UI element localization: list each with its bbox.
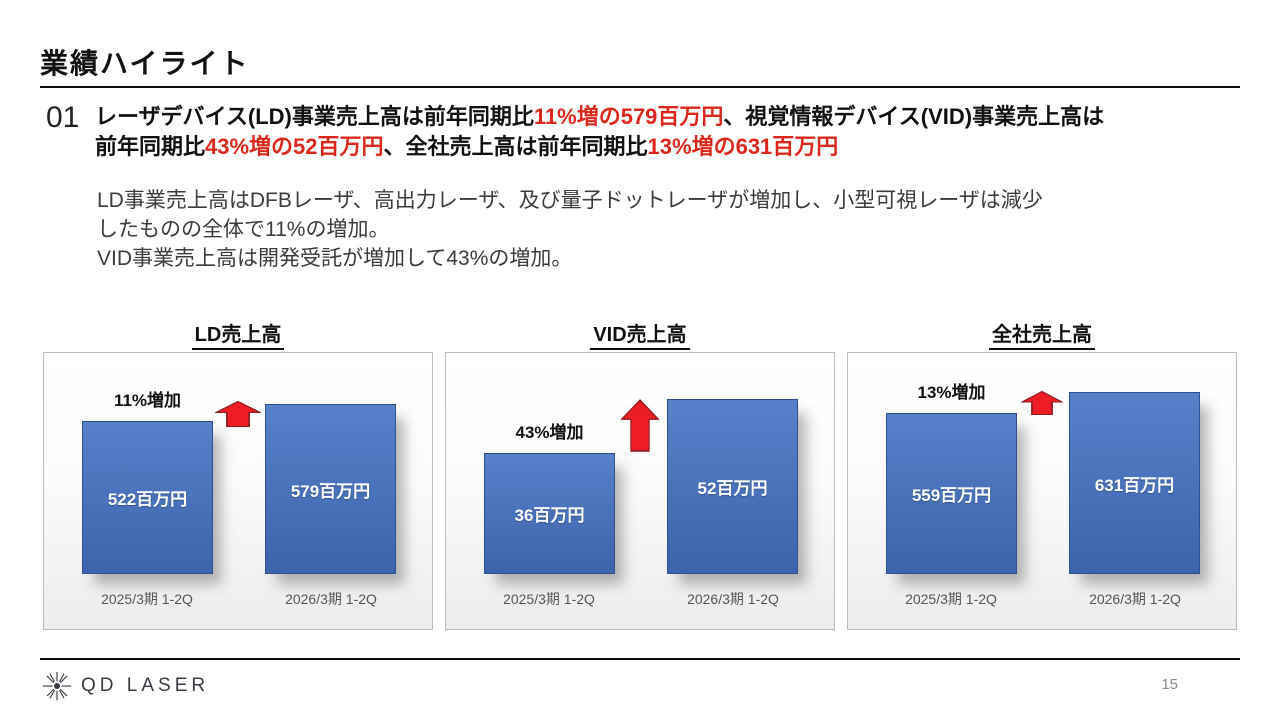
body-line: したものの全体で11%の増加。	[97, 218, 390, 241]
logo-text: QD LASER	[81, 675, 210, 696]
page-number: 15	[1161, 676, 1178, 693]
body-line: VID事業売上高は開発受託が増加して43%の増加。	[97, 247, 573, 270]
increase-annotation: 13%増加	[917, 383, 986, 402]
x-axis-label: 2025/3期 1-2Q	[905, 591, 997, 607]
chart-title: LD売上高	[191, 318, 285, 350]
chart-title: VID売上高	[590, 318, 690, 350]
page-title: 業績ハイライト	[40, 48, 250, 79]
body-paragraph: LD事業売上高はDFBレーザ、高出力レーザ、及び量子ドットレーザが増加し、小型可…	[97, 186, 1227, 273]
headline-segment: 、全社売上高は前年同期比	[383, 134, 648, 159]
bar-current-period: 579百万円	[265, 404, 396, 574]
bar-value-label: 36百万円	[514, 506, 585, 525]
title-divider	[40, 86, 1240, 88]
body-line: LD事業売上高はDFBレーザ、高出力レーザ、及び量子ドットレーザが増加し、小型可…	[97, 189, 1043, 212]
x-axis-label: 2026/3期 1-2Q	[1089, 591, 1181, 607]
headline-segment: レーザデバイス(LD)事業売上高は前年同期比	[95, 104, 534, 129]
chart-panel: 11%増加 522百万円 579百万円 2025/3期 1-2Q 2026/3期…	[43, 352, 433, 630]
section-number: 01	[46, 101, 80, 134]
chart-vid-revenue: VID売上高 43%増加 36百万円 52百万円 2025/3期 1-2Q 20…	[445, 318, 835, 630]
headline-segment-highlight: 13%増の631百万円	[647, 134, 839, 159]
headline-segment-highlight: 11%増の579百万円	[533, 104, 724, 129]
starburst-icon	[42, 671, 72, 701]
headline: レーザデバイス(LD)事業売上高は前年同期比11%増の579百万円、視覚情報デバ…	[95, 102, 1230, 162]
headline-segment-highlight: 43%増の52百万円	[205, 134, 384, 159]
chart-ld-revenue: LD売上高 11%増加 522百万円 579百万円 2025/3期 1-2Q 2…	[43, 318, 433, 630]
x-axis-label: 2025/3期 1-2Q	[503, 591, 595, 607]
up-arrow-icon	[1021, 391, 1063, 415]
headline-segment: 、視覚情報デバイス(VID)事業売上高は	[723, 104, 1105, 129]
bar-prior-period: 522百万円	[82, 421, 213, 574]
up-arrow-icon	[621, 399, 659, 452]
company-logo: QD LASER	[42, 668, 209, 704]
bar-prior-period: 36百万円	[484, 453, 615, 574]
headline-segment: 前年同期比	[95, 134, 206, 159]
bar-value-label: 559百万円	[911, 486, 992, 505]
chart-title: 全社売上高	[989, 318, 1095, 350]
bar-value-label: 579百万円	[290, 481, 371, 501]
bar-current-period: 631百万円	[1069, 392, 1200, 574]
bar-prior-period: 559百万円	[886, 413, 1017, 574]
increase-annotation: 43%増加	[515, 423, 584, 442]
bar-current-period: 52百万円	[667, 399, 798, 574]
chart-panel: 13%増加 559百万円 631百万円 2025/3期 1-2Q 2026/3期…	[847, 352, 1237, 630]
x-axis-label: 2026/3期 1-2Q	[285, 591, 377, 607]
chart-panel: 43%増加 36百万円 52百万円 2025/3期 1-2Q 2026/3期 1…	[445, 352, 835, 630]
x-axis-label: 2025/3期 1-2Q	[101, 591, 193, 607]
x-axis-label: 2026/3期 1-2Q	[687, 591, 779, 607]
bar-value-label: 52百万円	[697, 479, 768, 498]
bar-value-label: 631百万円	[1094, 475, 1175, 495]
charts-row: LD売上高 11%増加 522百万円 579百万円 2025/3期 1-2Q 2…	[0, 318, 1280, 634]
up-arrow-icon	[215, 401, 261, 427]
footer-divider	[40, 658, 1240, 660]
bar-value-label: 522百万円	[107, 490, 188, 509]
chart-total-revenue: 全社売上高 13%増加 559百万円 631百万円 2025/3期 1-2Q 2…	[847, 318, 1237, 630]
increase-annotation: 11%増加	[113, 391, 182, 410]
